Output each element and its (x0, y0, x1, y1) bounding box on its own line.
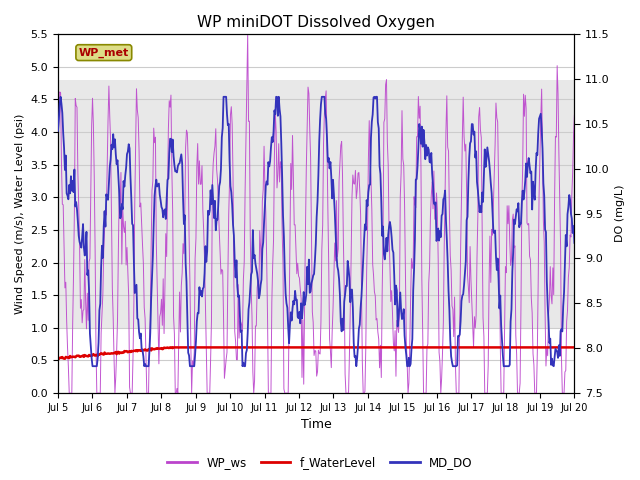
Y-axis label: DO (mg/L): DO (mg/L) (615, 185, 625, 242)
Text: WP_met: WP_met (79, 48, 129, 58)
Y-axis label: Wind Speed (m/s), Water Level (psi): Wind Speed (m/s), Water Level (psi) (15, 113, 25, 314)
Legend: WP_ws, f_WaterLevel, MD_DO: WP_ws, f_WaterLevel, MD_DO (163, 452, 477, 474)
Bar (58, 80, 575, 328)
Title: WP miniDOT Dissolved Oxygen: WP miniDOT Dissolved Oxygen (197, 15, 435, 30)
X-axis label: Time: Time (301, 419, 332, 432)
